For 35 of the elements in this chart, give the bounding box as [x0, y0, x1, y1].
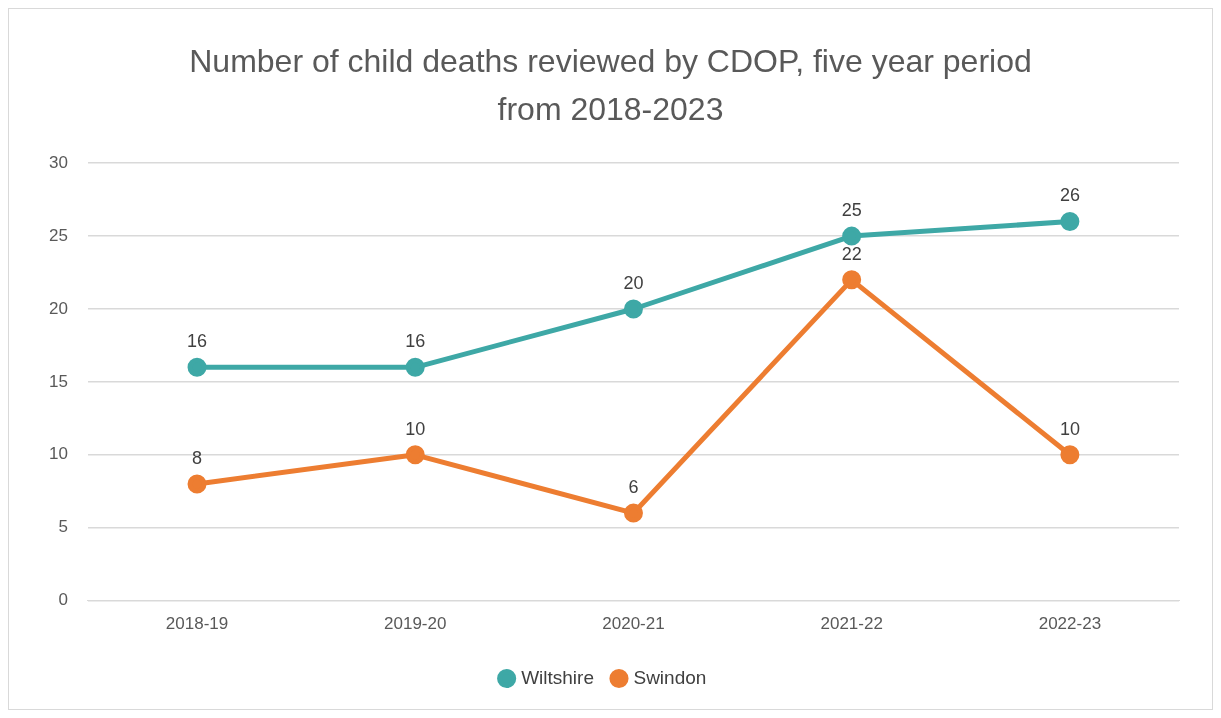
- point: [842, 226, 862, 246]
- point: [1060, 212, 1080, 232]
- y-tick-label: 30: [48, 152, 68, 172]
- point: [623, 503, 643, 523]
- point: [405, 445, 425, 465]
- point: [1060, 445, 1080, 465]
- data-label: 26: [1059, 185, 1080, 206]
- x-tick-label: 2020-21: [602, 614, 665, 634]
- point: [187, 474, 207, 494]
- data-label: 20: [623, 272, 644, 293]
- y-tick-label: 0: [58, 590, 68, 610]
- legend-label: Swindon: [633, 666, 707, 688]
- data-label: 8: [192, 447, 203, 468]
- y-tick-label: 25: [48, 225, 68, 245]
- point: [187, 357, 207, 377]
- data-label: 16: [405, 331, 426, 352]
- data-label: 16: [187, 331, 208, 352]
- y-tick-label: 10: [48, 444, 68, 464]
- x-tick-label: 2019-20: [384, 614, 447, 634]
- data-label: 6: [628, 477, 639, 498]
- legend-label: Wiltshire: [521, 666, 594, 688]
- y-tick-label: 20: [48, 298, 68, 318]
- chart-title: Number of child deaths reviewed by CDOP, five year period from 2018-2023: [188, 42, 1033, 129]
- x-tick-label: 2022-23: [1038, 614, 1102, 634]
- x-tick-label: 2021-22: [820, 614, 883, 634]
- y-tick-label: 5: [58, 517, 68, 537]
- y-tick-label: 15: [48, 371, 68, 391]
- data-label: 25: [841, 200, 862, 221]
- data-label: 10: [405, 418, 426, 439]
- data-label: 22: [841, 243, 862, 264]
- x-tick-label: 2018-19: [165, 614, 229, 634]
- data-label: 10: [1059, 418, 1080, 439]
- point: [842, 270, 862, 290]
- point: [623, 299, 643, 319]
- point: [405, 357, 425, 377]
